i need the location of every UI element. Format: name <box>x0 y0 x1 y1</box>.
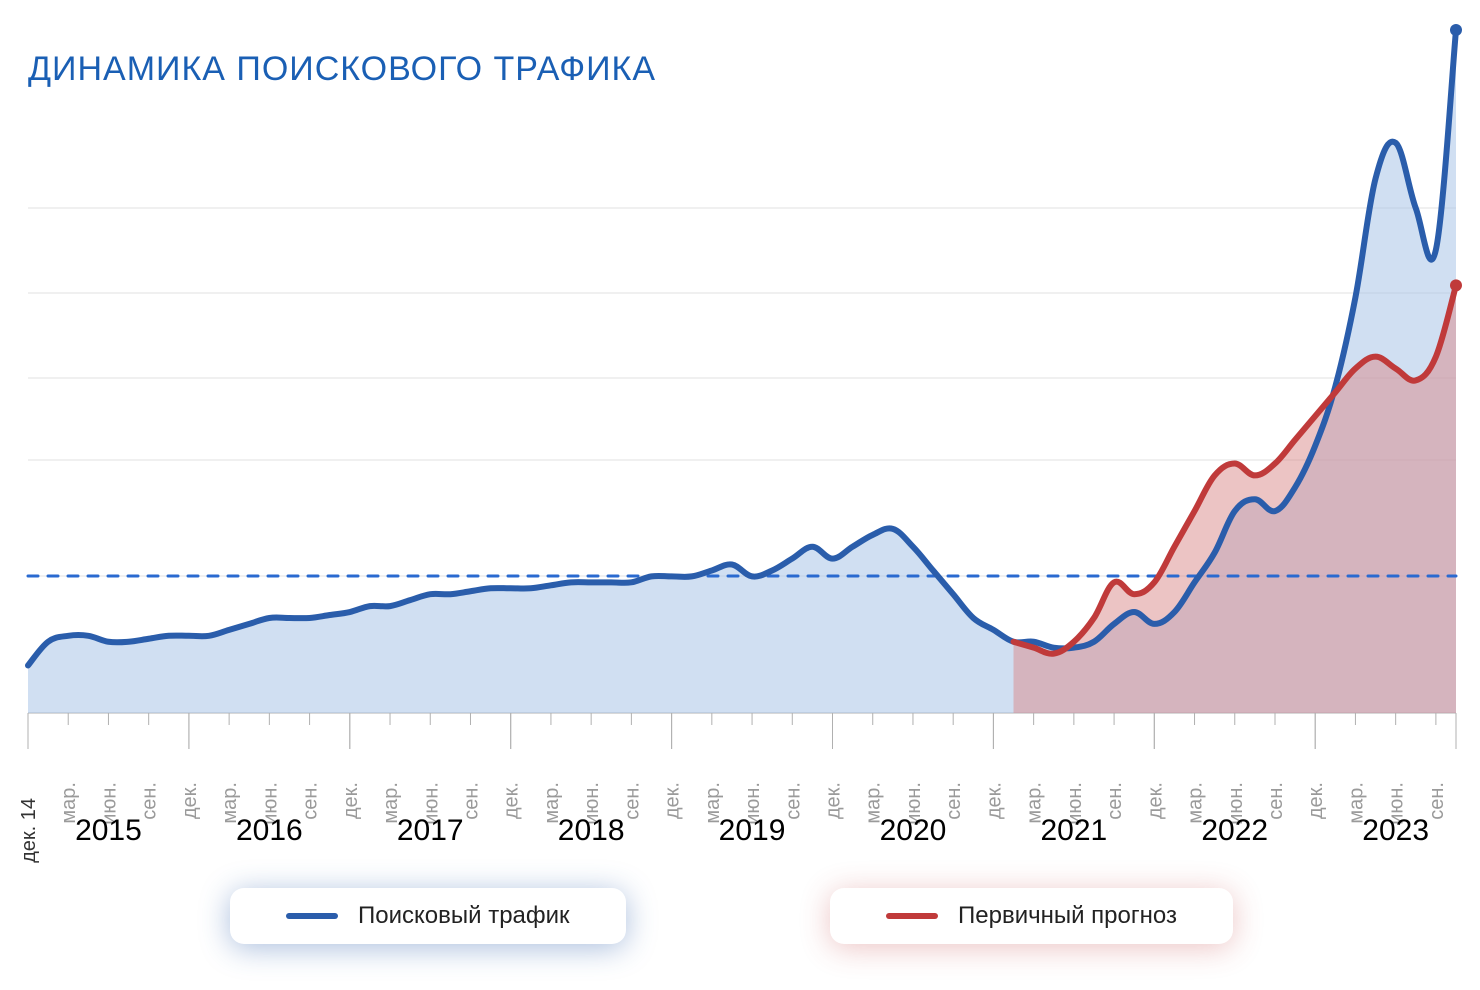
legend-label-forecast: Первичный прогноз <box>958 902 1177 930</box>
svg-text:сен.: сен. <box>621 782 643 820</box>
svg-text:2016: 2016 <box>236 814 303 847</box>
svg-text:сен.: сен. <box>300 782 322 820</box>
svg-text:сен.: сен. <box>1426 782 1448 820</box>
svg-text:сен.: сен. <box>1265 782 1287 820</box>
svg-text:дек.: дек. <box>983 782 1005 819</box>
svg-text:дек.: дек. <box>501 782 523 819</box>
legend-swatch-forecast <box>886 913 938 919</box>
svg-text:дек.: дек. <box>179 782 201 819</box>
svg-text:дек.: дек. <box>823 782 845 819</box>
svg-text:2015: 2015 <box>75 814 142 847</box>
legend-swatch-traffic <box>286 913 338 919</box>
svg-text:дек. 14: дек. 14 <box>18 798 40 863</box>
chart-canvas: дек. 14мар.июн.сен.дек.2015мар.июн.сен.д… <box>0 0 1480 990</box>
legend-traffic: Поисковый трафик <box>230 888 626 944</box>
svg-text:2023: 2023 <box>1362 814 1429 847</box>
svg-text:2022: 2022 <box>1201 814 1268 847</box>
svg-text:дек.: дек. <box>662 782 684 819</box>
svg-text:сен.: сен. <box>139 782 161 820</box>
legend-forecast: Первичный прогноз <box>830 888 1233 944</box>
svg-text:2019: 2019 <box>719 814 786 847</box>
svg-text:2018: 2018 <box>558 814 625 847</box>
svg-text:сен.: сен. <box>782 782 804 820</box>
svg-text:сен.: сен. <box>943 782 965 820</box>
svg-text:дек.: дек. <box>340 782 362 819</box>
svg-text:2021: 2021 <box>1040 814 1107 847</box>
traffic-chart: ДИНАМИКА ПОИСКОВОГО ТРАФИКА дек. 14мар.и… <box>0 0 1480 990</box>
svg-text:2017: 2017 <box>397 814 464 847</box>
svg-text:дек.: дек. <box>1305 782 1327 819</box>
svg-text:сен.: сен. <box>1104 782 1126 820</box>
svg-text:2020: 2020 <box>880 814 947 847</box>
legend-label-traffic: Поисковый трафик <box>358 902 570 930</box>
svg-text:дек.: дек. <box>1144 782 1166 819</box>
svg-text:сен.: сен. <box>460 782 482 820</box>
